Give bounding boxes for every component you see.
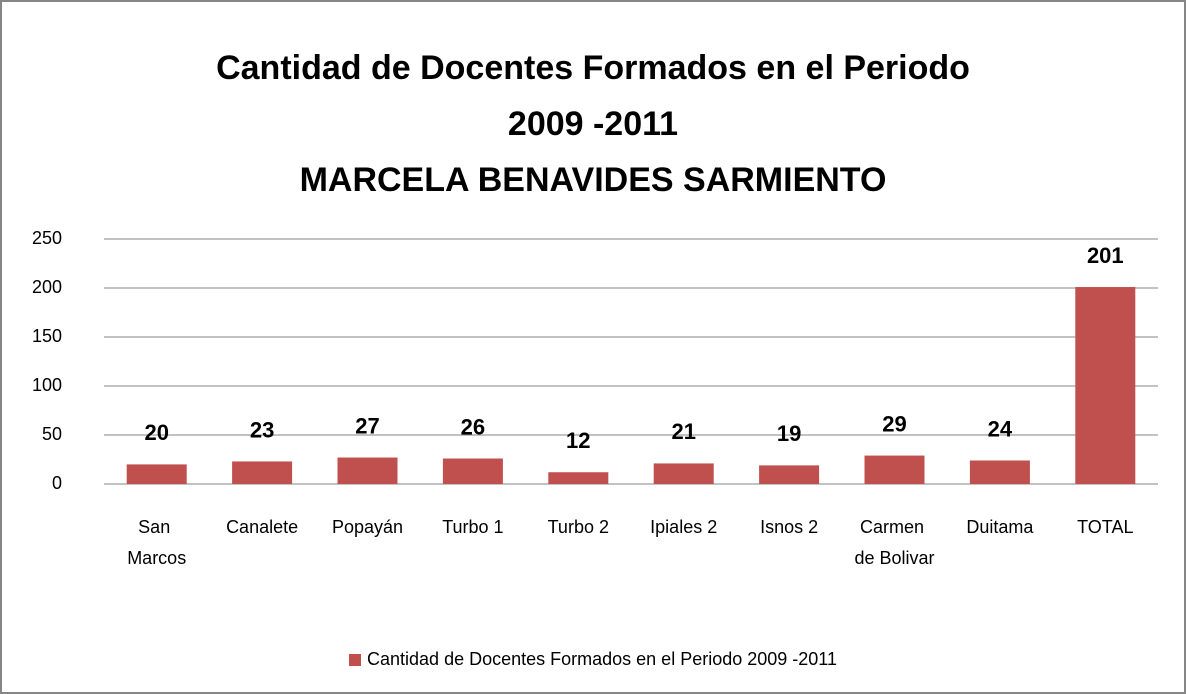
data-label: 19 [777,421,801,446]
y-tick-label: 150 [32,326,62,346]
data-label: 29 [882,411,906,436]
bar [653,463,714,484]
x-tick-label: Duitama [966,517,1034,537]
x-tick-label: TOTAL [1077,517,1133,537]
bar [548,472,609,484]
x-tick-label: Turbo 1 [442,517,503,537]
x-tick-label-line: Carmen [860,517,929,537]
legend-label: Cantidad de Docentes Formados en el Peri… [367,649,837,669]
chart-title: MARCELA BENAVIDES SARMIENTO [300,161,887,199]
bar [442,458,503,484]
legend: Cantidad de Docentes Formados en el Peri… [349,649,837,669]
x-tick-label-line: de Bolivar [854,548,934,568]
y-tick-label: 50 [42,424,62,444]
x-tick-label: Canalete [226,517,298,537]
x-tick-label: Carmen de Bolivar [854,517,934,568]
bar [864,455,925,484]
x-tick-label: Isnos 2 [760,517,818,537]
data-label: 20 [144,420,168,445]
x-tick-label-line: San [138,517,175,537]
chart-title: 2009 -2011 [508,105,678,143]
data-label: 26 [461,414,485,439]
data-label: 24 [988,416,1013,441]
data-label: 21 [671,419,695,444]
y-tick-label: 250 [32,228,62,248]
bar [337,457,398,484]
x-tick-label: Ipiales 2 [650,517,717,537]
legend-swatch [349,654,362,666]
y-tick-label: 100 [32,375,62,395]
x-tick-label: San Marcos [127,517,186,568]
y-tick-label: 200 [32,277,62,297]
bar [969,460,1030,484]
data-label: 23 [250,417,274,442]
bar [232,461,293,484]
x-tick-label: Turbo 2 [548,517,609,537]
x-tick-label: Popayán [332,517,403,537]
data-label: 201 [1087,243,1124,268]
bar [759,465,820,484]
chart-title: Cantidad de Docentes Formados en el Peri… [216,49,970,87]
data-label: 27 [355,413,379,438]
x-tick-label-line: Marcos [127,548,186,568]
bar [1075,287,1136,484]
bar [126,464,187,484]
data-label: 12 [566,428,590,453]
y-tick-label: 0 [52,473,62,493]
